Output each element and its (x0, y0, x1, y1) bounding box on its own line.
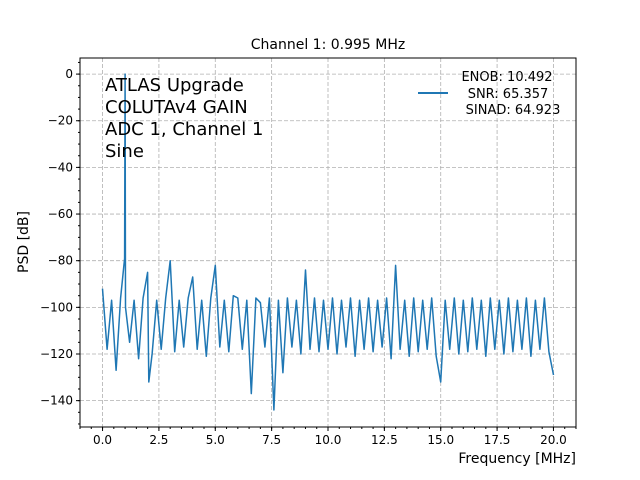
y-tick-label: −120 (40, 347, 73, 361)
legend-label: SNR: 65.357 (468, 87, 549, 102)
y-tick-label: −40 (48, 160, 73, 174)
x-axis-label: Frequency [MHz] (458, 451, 576, 467)
legend-label: SINAD: 64.923 (466, 103, 561, 118)
x-tick-label: 5.0 (206, 433, 225, 447)
y-tick-label: −80 (48, 254, 73, 268)
chart-title: Channel 1: 0.995 MHz (251, 37, 406, 53)
x-tick-label: 7.5 (262, 433, 281, 447)
y-tick-label: 0 (65, 67, 73, 81)
plot-area (101, 73, 555, 411)
x-tick-label: 12.5 (371, 433, 398, 447)
x-tick-label: 2.5 (149, 433, 168, 447)
annotation-line: Sine (105, 141, 144, 162)
y-tick-label: −60 (48, 207, 73, 221)
y-tick-label: −140 (40, 394, 73, 408)
annotation: ATLAS Upgrade COLUTAv4 GAIN ADC 1, Chann… (105, 75, 263, 162)
y-tick-label: −100 (40, 300, 73, 314)
y-axis-label: PSD [dB] (16, 211, 32, 273)
x-tick-label: 0.0 (93, 433, 112, 447)
y-axis: 0 −20 −40 −60 −80 −100 −120 −140 (40, 61, 80, 425)
grid (80, 58, 576, 427)
annotation-line: ATLAS Upgrade (105, 75, 244, 96)
annotation-line: ADC 1, Channel 1 (105, 119, 263, 140)
x-tick-label: 20.0 (540, 433, 567, 447)
x-tick-label: 15.0 (427, 433, 454, 447)
legend-label: ENOB: 10.492 (461, 70, 552, 85)
x-axis: 0.0 2.5 5.0 7.5 10.0 12.5 15.0 17.5 20.0 (79, 427, 577, 447)
legend: ENOB: 10.492 SNR: 65.357 SINAD: 64.923 (418, 70, 560, 118)
x-tick-label: 10.0 (315, 433, 342, 447)
y-tick-label: −20 (48, 114, 73, 128)
annotation-line: COLUTAv4 GAIN (105, 97, 248, 118)
psd-series-line (101, 73, 555, 411)
x-tick-label: 17.5 (484, 433, 511, 447)
